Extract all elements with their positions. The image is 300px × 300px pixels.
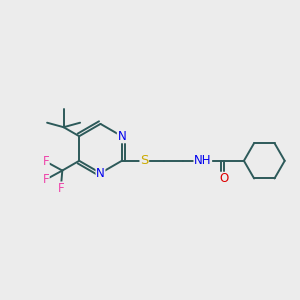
- Text: NH: NH: [194, 154, 211, 167]
- Text: N: N: [96, 167, 105, 180]
- Text: F: F: [43, 155, 49, 168]
- Text: F: F: [43, 173, 49, 186]
- Text: F: F: [58, 182, 64, 195]
- Text: S: S: [140, 154, 148, 167]
- Text: N: N: [117, 130, 126, 143]
- Text: O: O: [220, 172, 229, 185]
